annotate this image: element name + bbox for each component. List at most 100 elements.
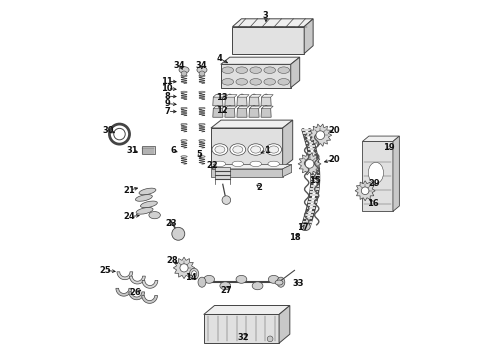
Polygon shape <box>225 105 235 117</box>
Text: 17: 17 <box>296 223 308 232</box>
Text: 28: 28 <box>167 256 178 265</box>
Text: 34: 34 <box>174 61 186 70</box>
Ellipse shape <box>222 78 234 85</box>
Polygon shape <box>261 94 271 106</box>
Text: 20: 20 <box>329 155 341 164</box>
Polygon shape <box>211 165 292 169</box>
Text: 14: 14 <box>185 273 196 282</box>
Ellipse shape <box>368 162 384 183</box>
Polygon shape <box>211 128 283 167</box>
Ellipse shape <box>214 161 225 167</box>
Text: 1: 1 <box>264 146 270 155</box>
Polygon shape <box>204 306 290 315</box>
Ellipse shape <box>236 67 247 73</box>
Text: 33: 33 <box>293 279 304 288</box>
Ellipse shape <box>198 277 206 287</box>
Ellipse shape <box>181 156 187 157</box>
Text: 23: 23 <box>166 219 177 228</box>
Text: 26: 26 <box>130 288 142 297</box>
Text: 19: 19 <box>383 143 394 152</box>
Ellipse shape <box>278 67 290 73</box>
Ellipse shape <box>212 144 228 155</box>
Text: 25: 25 <box>99 266 111 275</box>
Text: 31: 31 <box>126 146 138 155</box>
Text: 4: 4 <box>217 54 223 63</box>
Circle shape <box>222 196 231 204</box>
Ellipse shape <box>220 282 231 290</box>
Text: 32: 32 <box>237 333 249 342</box>
Text: 22: 22 <box>207 161 219 170</box>
Text: 3: 3 <box>263 10 269 19</box>
Polygon shape <box>283 165 292 177</box>
Polygon shape <box>283 120 293 167</box>
Polygon shape <box>262 95 273 97</box>
Ellipse shape <box>141 201 157 208</box>
Text: 6: 6 <box>171 146 176 155</box>
Ellipse shape <box>192 271 196 277</box>
Ellipse shape <box>199 140 205 141</box>
Polygon shape <box>211 169 283 177</box>
Polygon shape <box>142 280 158 288</box>
Text: 29: 29 <box>368 179 380 188</box>
Polygon shape <box>249 106 261 109</box>
Text: 27: 27 <box>220 286 232 295</box>
Ellipse shape <box>199 75 205 77</box>
Polygon shape <box>225 95 237 97</box>
Ellipse shape <box>181 107 187 109</box>
Polygon shape <box>225 94 235 106</box>
Ellipse shape <box>204 275 215 283</box>
Ellipse shape <box>199 123 205 125</box>
Ellipse shape <box>199 156 205 157</box>
Ellipse shape <box>236 78 247 85</box>
Polygon shape <box>237 95 249 97</box>
Ellipse shape <box>251 146 261 153</box>
Ellipse shape <box>215 146 225 153</box>
Polygon shape <box>173 257 195 279</box>
Ellipse shape <box>250 67 262 73</box>
Polygon shape <box>355 181 375 201</box>
Polygon shape <box>142 146 155 154</box>
Ellipse shape <box>199 71 205 76</box>
Circle shape <box>180 264 188 272</box>
Polygon shape <box>215 167 230 179</box>
Polygon shape <box>225 106 237 109</box>
Ellipse shape <box>230 144 245 155</box>
Polygon shape <box>237 94 247 106</box>
Polygon shape <box>116 288 132 296</box>
Text: 30: 30 <box>103 126 115 135</box>
Polygon shape <box>232 19 313 27</box>
Polygon shape <box>213 106 225 109</box>
Polygon shape <box>393 136 399 211</box>
Ellipse shape <box>181 91 187 93</box>
Polygon shape <box>204 315 279 343</box>
Polygon shape <box>249 95 261 97</box>
Circle shape <box>267 336 273 342</box>
Ellipse shape <box>264 67 275 73</box>
Ellipse shape <box>233 146 243 153</box>
Ellipse shape <box>179 67 189 73</box>
Circle shape <box>172 227 185 240</box>
Ellipse shape <box>199 107 205 109</box>
Ellipse shape <box>236 275 247 283</box>
Ellipse shape <box>252 282 263 290</box>
Ellipse shape <box>135 195 152 201</box>
Text: 2: 2 <box>256 183 262 192</box>
Polygon shape <box>279 306 290 343</box>
Text: 18: 18 <box>290 233 301 242</box>
Text: 5: 5 <box>196 150 202 159</box>
Ellipse shape <box>199 91 205 93</box>
Polygon shape <box>249 105 259 117</box>
Polygon shape <box>309 124 332 147</box>
Text: 12: 12 <box>216 105 227 114</box>
Ellipse shape <box>197 67 207 73</box>
Ellipse shape <box>300 223 310 230</box>
Ellipse shape <box>139 188 156 195</box>
Ellipse shape <box>181 123 187 125</box>
Text: 11: 11 <box>161 77 173 86</box>
Ellipse shape <box>266 144 282 155</box>
Text: 24: 24 <box>123 212 135 221</box>
Ellipse shape <box>181 140 187 141</box>
Ellipse shape <box>248 144 264 155</box>
Ellipse shape <box>264 78 275 85</box>
Polygon shape <box>129 292 145 300</box>
